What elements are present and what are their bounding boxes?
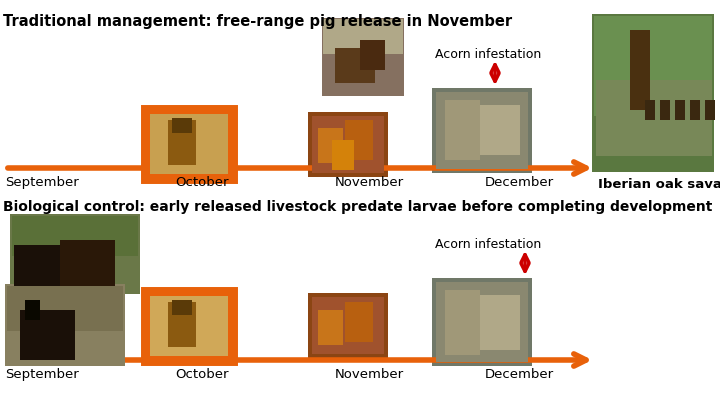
Bar xyxy=(436,282,528,362)
Bar xyxy=(445,100,480,160)
Bar xyxy=(318,310,343,345)
Bar xyxy=(480,295,520,350)
Bar xyxy=(436,92,528,169)
Bar xyxy=(144,108,234,180)
Text: Acorn infestation: Acorn infestation xyxy=(435,238,541,251)
Bar xyxy=(25,300,40,320)
Bar xyxy=(690,100,700,120)
Bar xyxy=(675,100,685,120)
Bar xyxy=(322,18,404,96)
Text: Acorn infestation: Acorn infestation xyxy=(435,48,541,61)
Bar xyxy=(172,300,192,315)
Bar xyxy=(144,290,234,362)
Bar xyxy=(345,302,373,342)
Bar xyxy=(318,128,343,163)
Bar xyxy=(5,284,125,366)
Bar xyxy=(360,40,385,70)
Text: October: October xyxy=(175,176,228,189)
Bar xyxy=(445,290,480,355)
Bar xyxy=(12,216,138,256)
Text: Traditional management: free-range pig release in November: Traditional management: free-range pig r… xyxy=(3,14,512,29)
Bar xyxy=(150,114,228,174)
Bar xyxy=(345,120,373,160)
Bar xyxy=(308,112,388,177)
Bar xyxy=(335,48,375,83)
Text: September: September xyxy=(5,176,78,189)
Text: December: December xyxy=(485,368,554,381)
Bar xyxy=(60,240,115,290)
Bar xyxy=(432,278,532,366)
Text: October: October xyxy=(175,368,228,381)
Text: November: November xyxy=(335,176,404,189)
Bar xyxy=(168,302,196,347)
Bar xyxy=(168,120,196,165)
Text: September: September xyxy=(5,368,78,381)
Bar xyxy=(432,88,532,173)
Text: Biological control: early released livestock predate larvae before completing de: Biological control: early released lives… xyxy=(3,200,712,214)
Bar xyxy=(480,105,520,155)
Bar xyxy=(596,80,712,156)
Bar xyxy=(7,286,123,331)
Text: November: November xyxy=(335,368,404,381)
Bar xyxy=(323,19,403,54)
Bar xyxy=(592,14,714,172)
Bar xyxy=(660,100,670,120)
Bar xyxy=(705,100,715,120)
Bar xyxy=(594,16,712,116)
Bar xyxy=(10,214,140,294)
Bar xyxy=(630,30,650,110)
Bar xyxy=(14,245,64,290)
Text: December: December xyxy=(485,176,554,189)
Text: Iberian oak savannas: Iberian oak savannas xyxy=(598,178,720,191)
Bar xyxy=(172,118,192,133)
Bar xyxy=(312,116,384,173)
Bar xyxy=(20,310,75,360)
Bar xyxy=(332,140,354,170)
Bar xyxy=(312,297,384,354)
Bar xyxy=(150,296,228,356)
Bar xyxy=(645,100,655,120)
Bar xyxy=(308,293,388,358)
